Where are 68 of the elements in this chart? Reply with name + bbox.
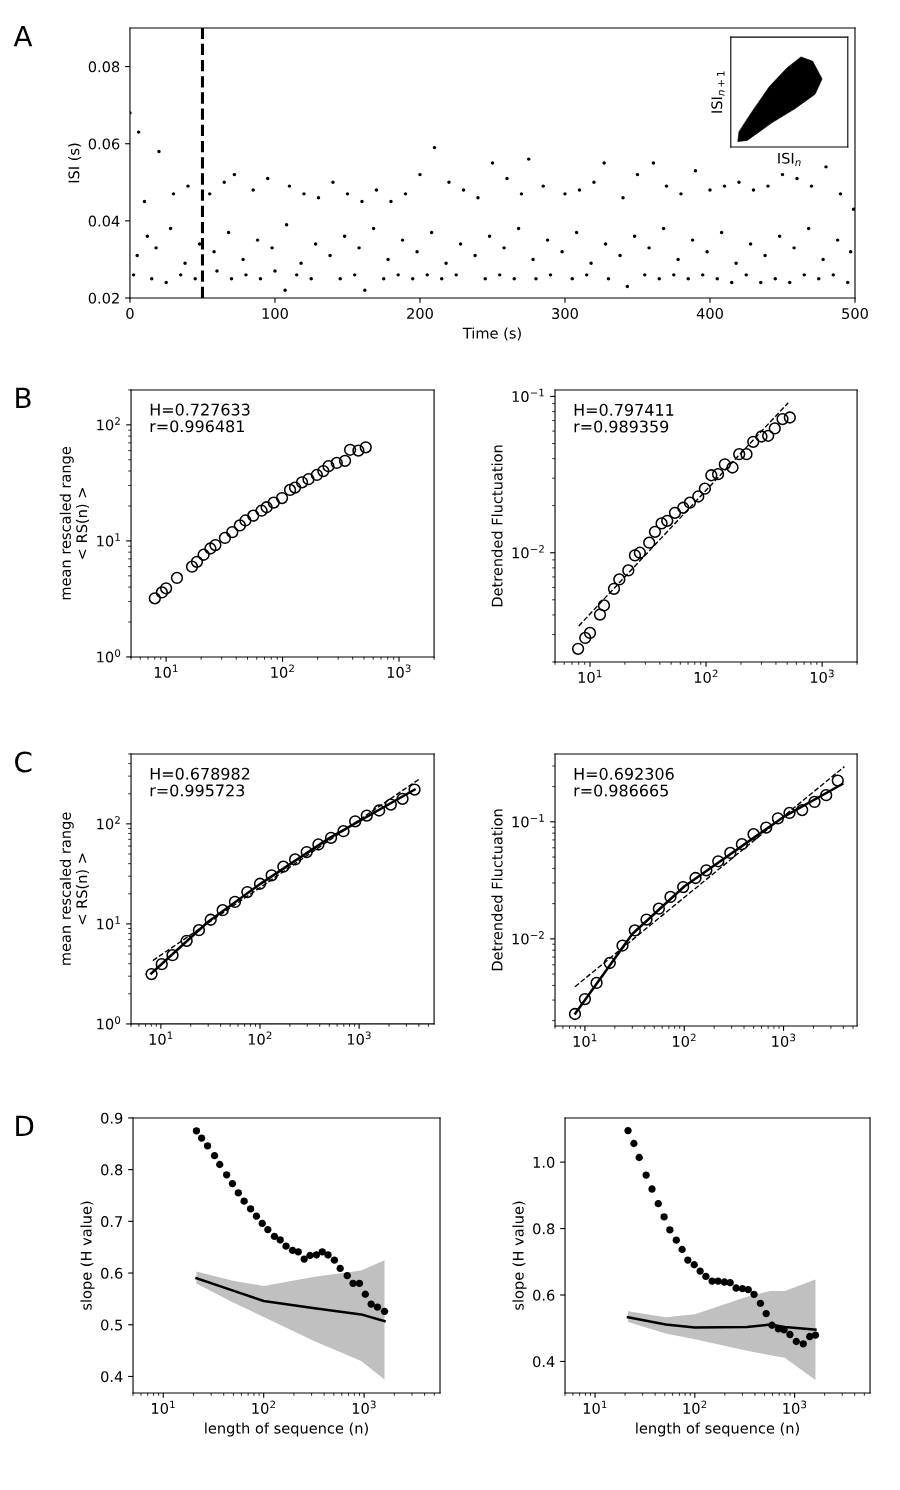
y-tick-label: 0.8	[101, 1164, 123, 1176]
x-tick-label: 10$^{1}$	[578, 669, 602, 683]
x-tick-label: 10$^{3}$	[772, 1033, 796, 1047]
text: ISI$_{n}$	[778, 152, 801, 166]
y-tick-label: 10$^{1}$	[97, 916, 120, 930]
y-tick-label: 0.4	[533, 1356, 555, 1368]
y-tick-label: 10$^{−2}$	[512, 931, 544, 945]
y-tick-label: 0.04	[88, 215, 120, 227]
annotation: H=0.727633 r=0.996481	[150, 403, 250, 433]
chart-title: C	[15, 751, 32, 773]
x-tick-label: 10$^{1}$	[154, 664, 178, 678]
y-tick-label: 0.5	[101, 1319, 123, 1331]
y-tick-label: 10$^{2}$	[97, 816, 120, 830]
x-axis-title: Time (s)	[462, 327, 521, 341]
y-axis-title: slope (H value)	[512, 1201, 527, 1310]
y-axis-title: slope (H value)	[80, 1201, 95, 1310]
x-tick-label: 10$^{3}$	[347, 1031, 371, 1045]
y-tick-label: 0.6	[101, 1267, 123, 1279]
x-tick-label: 10$^{2}$	[694, 669, 718, 683]
x-tick-label: 10$^{3}$	[387, 664, 411, 678]
x-tick-label: 10$^{3}$	[783, 1400, 807, 1414]
x-tick-label: 10$^{2}$	[248, 1031, 272, 1045]
y-tick-label: 10$^{−2}$	[512, 545, 544, 559]
x-tick-label: 500	[842, 307, 868, 320]
y-tick-label: 10$^{−1}$	[512, 388, 544, 403]
chart-title: B	[16, 387, 31, 409]
annotation: H=0.678982 r=0.995723	[150, 767, 250, 797]
y-tick-label: 0.9	[101, 1112, 123, 1124]
y-axis-title: mean rescaled range < RS(n) >	[59, 446, 89, 600]
y-tick-label: 0.4	[101, 1371, 123, 1383]
x-tick-label: 300	[552, 307, 578, 320]
x-tick-label: 10$^{2}$	[252, 1400, 276, 1414]
x-tick-label: 10$^{1}$	[583, 1400, 607, 1414]
x-tick-label: 10$^{1}$	[152, 1400, 175, 1414]
x-axis-title: length of sequence (n)	[205, 1422, 368, 1437]
y-tick-label: 0.6	[533, 1289, 555, 1301]
y-tick-label: 10$^{0}$	[97, 1016, 121, 1030]
chart-title: D	[16, 1115, 34, 1137]
x-tick-label: 400	[696, 307, 723, 320]
x-tick-label: 0	[126, 307, 134, 320]
x-tick-label: 10$^{2}$	[673, 1033, 696, 1047]
x-tick-label: 200	[407, 307, 433, 320]
y-tick-label: 10$^{2}$	[97, 417, 120, 431]
y-axis-title: mean rescaled range < RS(n) >	[59, 812, 89, 965]
annotation: H=0.797411 r=0.989359	[574, 403, 674, 433]
y-axis-title: ISI (s)	[68, 143, 82, 183]
y-tick-label: 0.7	[101, 1216, 123, 1228]
chart-title: A	[13, 25, 33, 47]
x-tick-label: 10$^{3}$	[352, 1400, 376, 1414]
y-tick-label: 0.08	[88, 61, 120, 73]
y-tick-label: 0.8	[533, 1223, 555, 1235]
y-tick-label: 0.06	[88, 138, 120, 150]
x-tick-label: 10$^{2}$	[271, 664, 294, 678]
x-tick-label: 10$^{2}$	[683, 1400, 707, 1414]
x-tick-label: 100	[262, 307, 288, 320]
annotation: H=0.692306 r=0.986665	[574, 767, 674, 797]
y-tick-label: 10$^{0}$	[97, 649, 121, 663]
y-tick-label: 0.02	[88, 292, 119, 304]
x-tick-label: 10$^{1}$	[573, 1033, 597, 1047]
x-tick-label: 10$^{3}$	[810, 669, 834, 683]
y-tick-label: 10$^{1}$	[97, 533, 120, 547]
y-tick-label: 10$^{−1}$	[512, 814, 544, 828]
y-tick-label: 1.0	[533, 1156, 555, 1168]
y-axis-title: Detrended Fluctuation	[491, 809, 503, 971]
y-axis-title: Detrended Fluctuation	[491, 445, 503, 607]
x-tick-label: 10$^{1}$	[149, 1031, 173, 1045]
x-axis-title: length of sequence (n)	[636, 1422, 799, 1437]
text: ISI$_{n+1}$	[711, 71, 725, 113]
